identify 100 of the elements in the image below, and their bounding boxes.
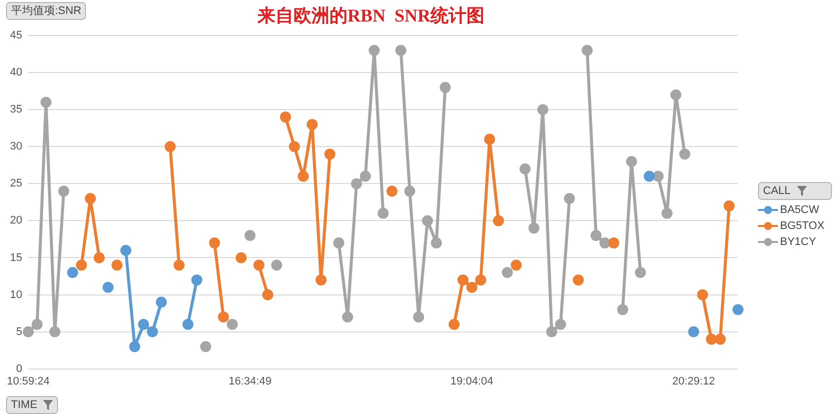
point <box>253 260 264 271</box>
point <box>440 82 451 93</box>
point <box>22 326 34 338</box>
point <box>404 186 416 197</box>
point <box>49 326 60 338</box>
x-axis-title: TIME <box>11 399 38 411</box>
point <box>724 200 735 212</box>
point <box>138 318 150 330</box>
point <box>209 237 220 248</box>
point <box>174 260 185 271</box>
point <box>360 170 371 182</box>
point <box>368 44 380 56</box>
point <box>102 282 114 293</box>
point <box>510 260 522 271</box>
point <box>626 156 638 167</box>
y-tick-label: 0 <box>16 362 22 375</box>
point <box>40 96 52 108</box>
y-tick-label: 30 <box>10 140 22 153</box>
point <box>146 326 158 338</box>
point <box>156 296 167 308</box>
legend-title: CALL <box>763 185 791 197</box>
point <box>262 289 274 300</box>
point <box>386 186 398 197</box>
point <box>662 208 673 219</box>
point <box>226 318 238 330</box>
point <box>395 44 406 56</box>
point <box>413 311 424 322</box>
y-tick-label: 15 <box>10 252 22 264</box>
point <box>218 311 229 322</box>
point <box>236 252 247 264</box>
point <box>129 341 140 352</box>
point <box>94 252 105 264</box>
point <box>457 274 468 286</box>
point <box>111 260 122 271</box>
y-axis-title: 平均值项:SNR <box>11 5 82 17</box>
point <box>528 222 540 234</box>
y-tick-label: 5 <box>16 326 22 338</box>
point <box>288 141 300 152</box>
point <box>599 237 610 248</box>
legend-label: BG5TOX <box>780 220 824 232</box>
point <box>475 274 486 286</box>
y-tick-label: 45 <box>10 30 22 42</box>
x-tick-label: 20:29:12 <box>672 375 716 388</box>
point <box>306 118 318 130</box>
point <box>316 274 327 286</box>
point <box>732 304 744 316</box>
point <box>164 141 176 152</box>
point <box>244 230 256 242</box>
point <box>32 318 43 330</box>
point <box>502 267 513 278</box>
legend-label: BY1CY <box>780 236 816 248</box>
y-tick-label: 20 <box>10 214 22 227</box>
point <box>564 193 575 204</box>
point <box>714 334 726 345</box>
point <box>324 148 336 160</box>
y-tick-label: 25 <box>10 178 22 190</box>
point <box>271 260 282 271</box>
point <box>706 334 717 345</box>
point <box>688 326 700 338</box>
point <box>351 178 362 190</box>
point <box>430 237 442 248</box>
point <box>298 170 309 182</box>
point <box>679 148 690 160</box>
x-tick-label: 19:04:04 <box>450 375 494 388</box>
chart-title: 来自欧洲的RBN SNR统计图 <box>256 5 485 26</box>
point <box>617 304 628 316</box>
x-tick-label: 16:34:49 <box>228 375 272 388</box>
y-tick-label: 35 <box>10 104 22 116</box>
point <box>590 230 602 242</box>
point <box>76 260 87 271</box>
point <box>84 193 96 204</box>
legend-label: BA5CW <box>780 204 820 216</box>
point <box>608 237 620 248</box>
point <box>448 318 460 330</box>
point <box>537 104 548 116</box>
point <box>182 318 194 330</box>
point <box>644 170 655 182</box>
point <box>634 267 646 278</box>
point <box>58 186 70 197</box>
point <box>67 267 78 278</box>
point <box>484 134 496 145</box>
point <box>191 274 202 286</box>
point <box>652 170 664 182</box>
point <box>572 274 584 286</box>
point <box>697 289 708 300</box>
point <box>280 112 292 123</box>
point <box>342 311 354 322</box>
point <box>466 282 478 293</box>
y-tick-label: 40 <box>10 66 22 79</box>
point <box>670 89 682 100</box>
point <box>555 318 566 330</box>
point <box>520 163 531 174</box>
point <box>422 215 433 226</box>
point <box>200 341 212 352</box>
point <box>492 215 504 226</box>
y-tick-label: 10 <box>10 288 22 301</box>
point <box>582 44 593 56</box>
point <box>378 208 389 219</box>
point <box>546 326 558 338</box>
x-tick-label: 10:59:24 <box>6 375 50 388</box>
